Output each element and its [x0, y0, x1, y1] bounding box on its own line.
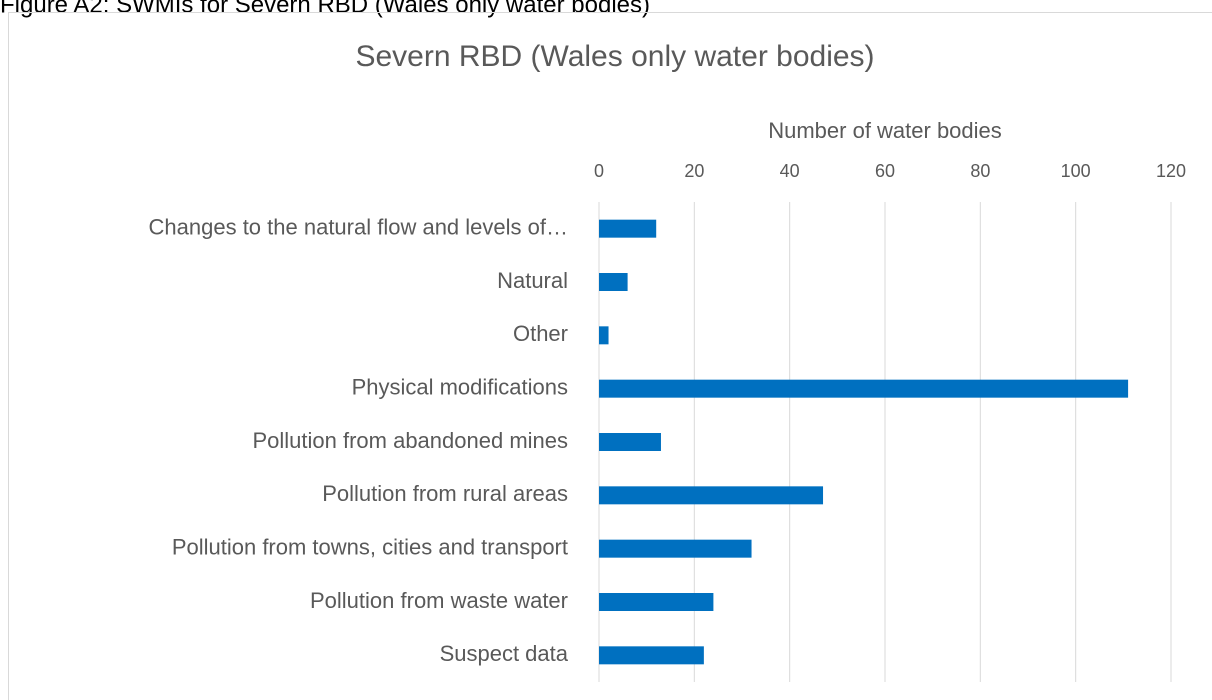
- x-axis-label: Number of water bodies: [768, 118, 1002, 143]
- y-tick-label: Pollution from rural areas: [322, 481, 568, 506]
- y-tick-label: Changes to the natural flow and levels o…: [149, 214, 568, 239]
- bar: [599, 433, 661, 451]
- bar: [599, 539, 752, 558]
- x-tick-label: 60: [875, 161, 895, 181]
- y-tick-label: Physical modifications: [352, 374, 568, 399]
- y-tick-label: Pollution from waste water: [310, 588, 568, 613]
- y-tick-label: Natural: [497, 268, 568, 293]
- x-tick-label: 0: [594, 161, 604, 181]
- x-tick-label: 120: [1156, 161, 1186, 181]
- bar: [599, 273, 628, 291]
- bar: [599, 593, 714, 611]
- y-tick-label: Suspect data: [440, 641, 569, 666]
- x-tick-label: 20: [684, 161, 704, 181]
- bar: [599, 379, 1129, 398]
- bar: [599, 326, 609, 345]
- y-tick-label: Pollution from abandoned mines: [252, 428, 568, 453]
- x-tick-label: 40: [780, 161, 800, 181]
- y-tick-label: Other: [513, 321, 568, 346]
- bar: [599, 646, 704, 665]
- bar: [599, 486, 824, 505]
- bar: [599, 219, 657, 238]
- figure-caption: Figure A2: SWMIs for Severn RBD (Wales o…: [0, 0, 650, 18]
- x-tick-label: 80: [970, 161, 990, 181]
- chart-frame: [8, 12, 1212, 700]
- x-tick-label: 100: [1061, 161, 1091, 181]
- y-tick-label: Pollution from towns, cities and transpo…: [172, 534, 568, 559]
- chart-title: Severn RBD (Wales only water bodies): [355, 40, 874, 73]
